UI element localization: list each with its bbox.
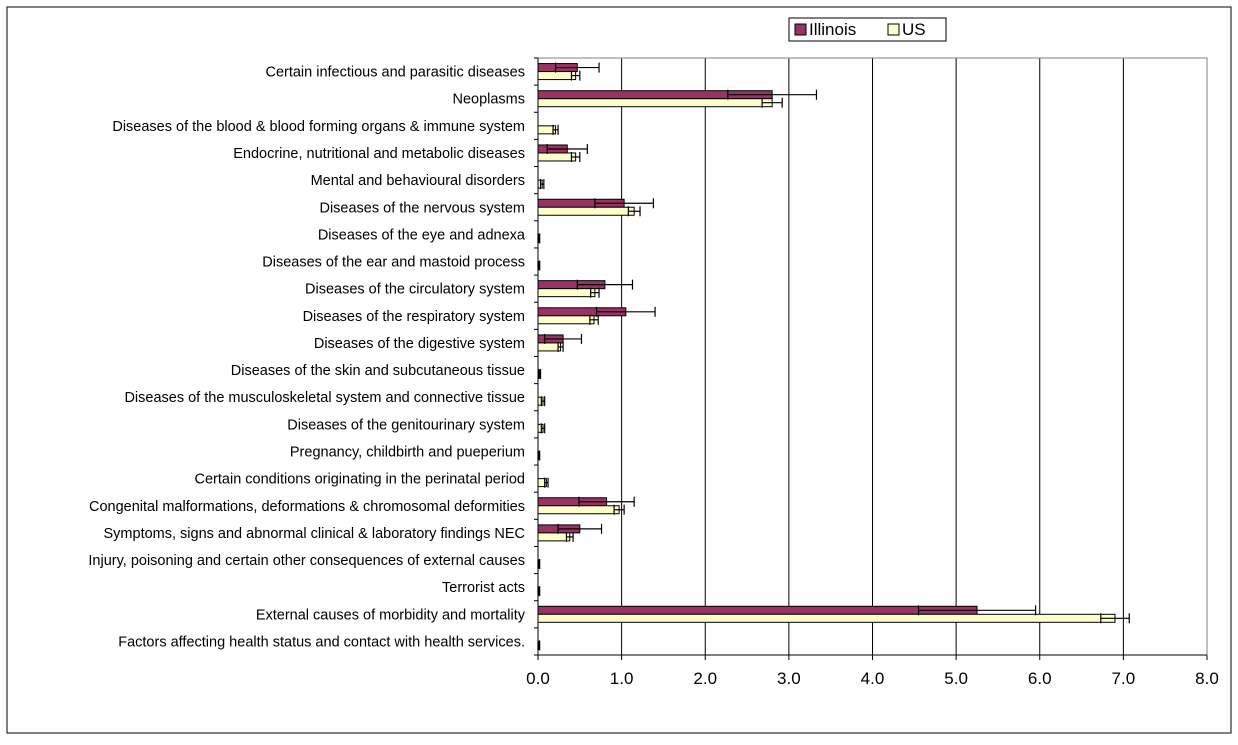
category-label: Diseases of the nervous system (319, 200, 525, 216)
category-label: Diseases of the musculoskeletal system a… (124, 390, 525, 406)
axes (534, 57, 1208, 660)
x-tick-label: 4.0 (861, 669, 885, 688)
category-label: Certain infectious and parasitic disease… (265, 65, 525, 81)
category-label: Pregnancy, childbirth and pueperium (290, 444, 525, 460)
chart-border (6, 6, 1232, 734)
category-label: Diseases of the respiratory system (303, 309, 525, 325)
x-tick-label: 1.0 (610, 669, 634, 688)
bar-us (537, 342, 562, 352)
bar-us (537, 71, 577, 81)
gridlines (621, 58, 1208, 655)
category-label: Factors affecting health status and cont… (118, 634, 525, 650)
legend-label: US (902, 20, 926, 39)
x-tick-label: 8.0 (1195, 669, 1219, 688)
x-tick-label: 7.0 (1112, 669, 1136, 688)
x-tick-label: 3.0 (777, 669, 801, 688)
legend-box (788, 17, 947, 42)
category-label: Neoplasms (452, 92, 525, 108)
category-label: Mental and behavioural disorders (311, 173, 525, 189)
category-label: Diseases of the circulatory system (305, 282, 525, 298)
legend-swatch (794, 23, 807, 36)
category-labels: Certain infectious and parasitic disease… (88, 65, 526, 651)
category-label: Diseases of the digestive system (314, 336, 525, 352)
category-label: Symptoms, signs and abnormal clinical & … (104, 526, 526, 542)
bar-illinois (537, 605, 978, 615)
bars (537, 63, 1116, 650)
x-tick-labels: 0.0 1.0 2.0 3.0 4.0 5.0 6.0 7.0 8.0 (526, 669, 1219, 688)
category-label: Terrorist acts (442, 580, 525, 596)
bar-us (537, 206, 635, 216)
x-tick-label: 5.0 (944, 669, 968, 688)
category-label: Certain conditions originating in the pe… (195, 472, 525, 488)
category-label: Injury, poisoning and certain other cons… (88, 553, 525, 569)
legend-label: Illinois (809, 20, 856, 39)
category-label: Congenital malformations, deformations &… (89, 499, 525, 515)
category-label: Endocrine, nutritional and metabolic dis… (233, 146, 525, 162)
bar-us (537, 532, 571, 542)
x-tick-label: 0.0 (526, 669, 550, 688)
category-label: Diseases of the eye and adnexa (318, 227, 526, 243)
legend: Illinois US (788, 17, 947, 42)
bar-us (537, 288, 596, 298)
category-label: External causes of morbidity and mortali… (256, 607, 526, 623)
bar-us (537, 152, 577, 162)
legend-swatch (887, 23, 900, 36)
x-tick-label: 2.0 (693, 669, 717, 688)
category-label: Diseases of the blood & blood forming or… (112, 119, 525, 135)
category-label: Diseases of the ear and mastoid process (262, 255, 525, 271)
category-label: Diseases of the genitourinary system (287, 417, 525, 433)
bar-us (537, 505, 620, 515)
bar-us (537, 98, 773, 108)
bar-us (537, 315, 595, 325)
category-label: Diseases of the skin and subcutaneous ti… (231, 363, 525, 379)
x-tick-label: 6.0 (1028, 669, 1052, 688)
bar-us (537, 613, 1116, 623)
